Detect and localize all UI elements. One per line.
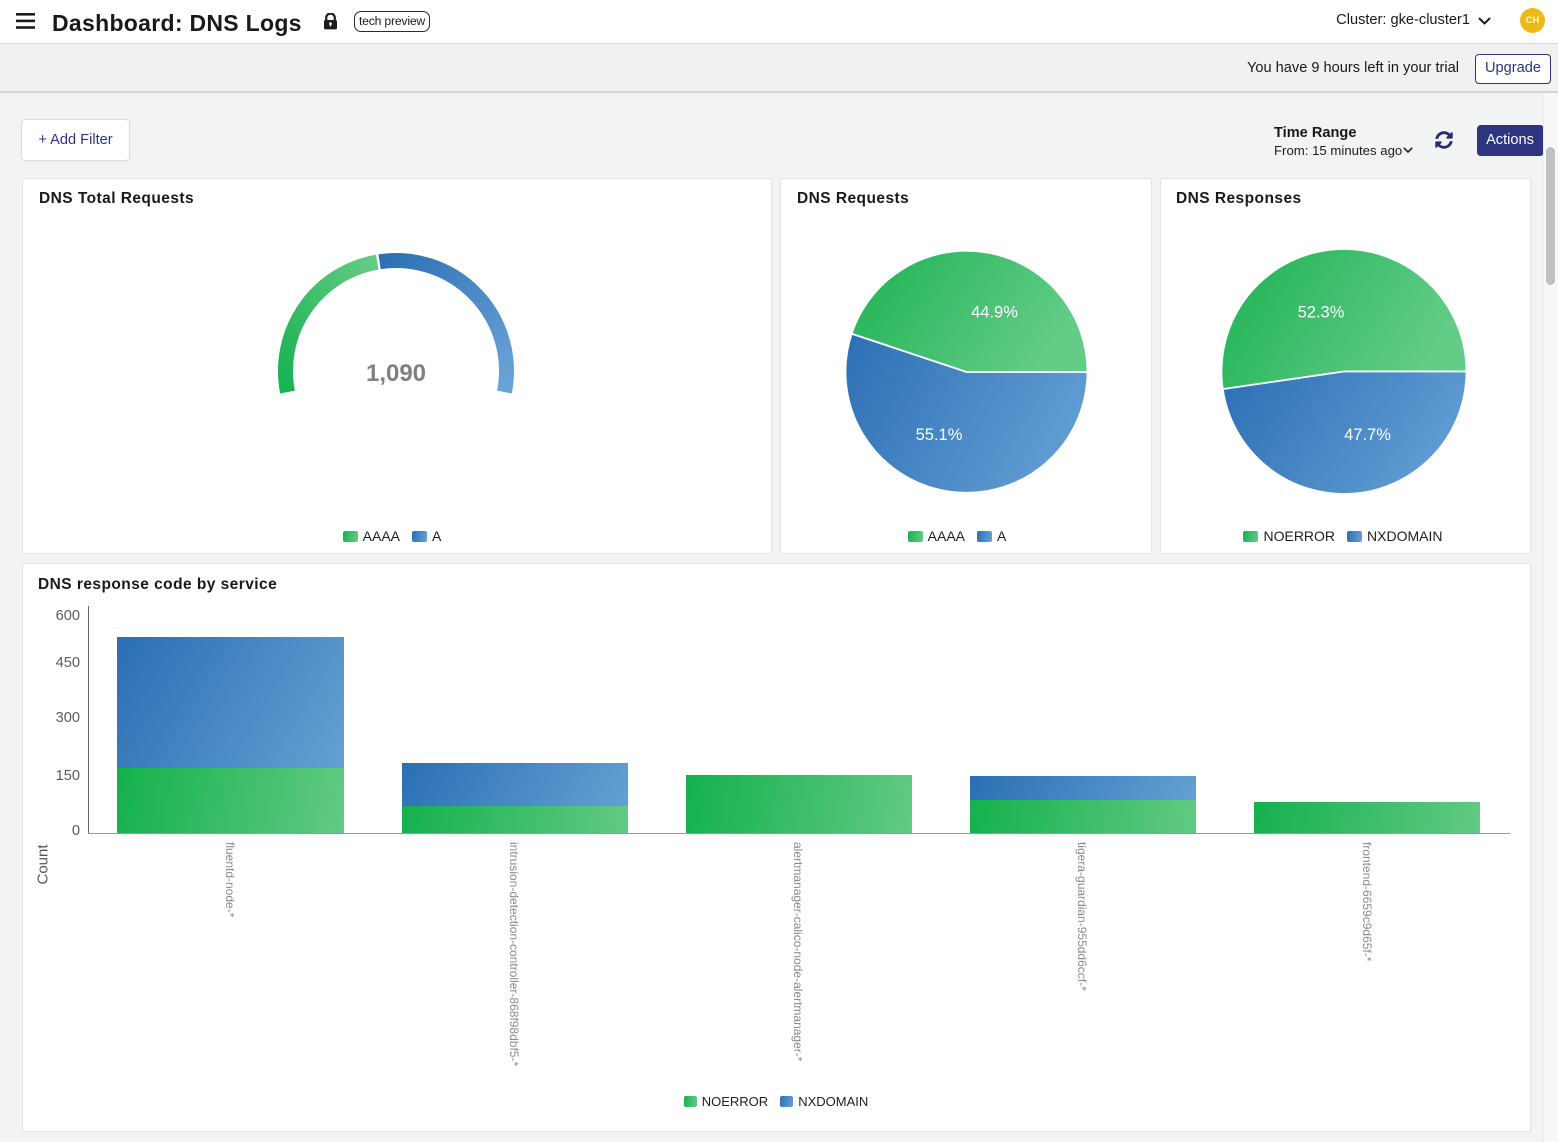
svg-text:55.1%: 55.1%	[916, 426, 963, 444]
svg-text:1,090: 1,090	[366, 360, 426, 387]
svg-text:44.9%: 44.9%	[971, 304, 1018, 322]
svg-text:52.3%: 52.3%	[1298, 304, 1345, 322]
svg-text:47.7%: 47.7%	[1344, 426, 1391, 444]
